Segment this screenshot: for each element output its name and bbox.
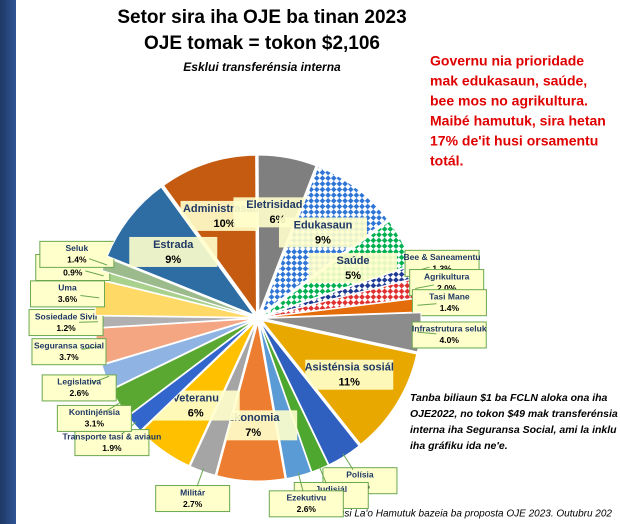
label-box <box>278 217 367 248</box>
slice-label: Legislativa <box>57 377 101 387</box>
label-box <box>411 321 487 349</box>
callout: Governu nia prioridade mak edukasaun, saú… <box>430 53 606 169</box>
slice-label: Seluk <box>66 243 89 253</box>
value-label: 1.3% <box>432 264 452 274</box>
value-label: 0.9% <box>63 268 83 278</box>
slice-label: Sosiedade Sivil <box>35 311 97 321</box>
leader-line <box>85 270 104 277</box>
comment-line: OJE2022, no tokon $49 mak transferénsia <box>410 408 618 420</box>
leader-line <box>417 331 437 335</box>
value-label: 9% <box>165 254 181 266</box>
pie-slice <box>162 154 257 315</box>
slice-label: Transporte tasi & aviaun <box>63 431 162 441</box>
slice-label: Ekonomia <box>227 412 280 424</box>
label-box <box>31 338 107 366</box>
callout-line: 17% de'it husi orsamentu <box>430 133 598 149</box>
comment: Tanba biliaun $1 ba FCLN aloka ona iha OJ… <box>410 392 618 452</box>
slice-label: Tasi Mane <box>429 291 470 301</box>
slice-label: Estrada <box>153 239 194 251</box>
value-label: 2.6% <box>297 504 317 514</box>
slice-label: Veteranu <box>172 392 218 404</box>
value-label: 5% <box>345 270 361 282</box>
source: Gráfiku ne'e husi La'o Hamutuk bazeia ba… <box>277 509 613 520</box>
slice-label: Polísia <box>346 469 374 479</box>
chart-subtitle: OJE tomak = tokon $2,106 <box>144 33 380 54</box>
label-box <box>74 429 150 457</box>
chart-note: Esklui transferénsia interna <box>183 60 341 74</box>
slice-label: Agrikultura <box>424 271 470 281</box>
label-box <box>30 280 106 308</box>
value-label: 1.2% <box>56 323 76 333</box>
leader-line <box>88 258 108 266</box>
value-label: 4.0% <box>440 335 460 345</box>
leader-line <box>81 345 101 350</box>
value-label: 2.0% <box>437 283 457 293</box>
callout-line: mak edukasaun, saúde, <box>430 73 587 89</box>
slice-label: Asisténsia sosiál <box>305 362 394 374</box>
value-label: 11% <box>339 377 361 389</box>
slice-label: Saúde <box>337 255 370 267</box>
leader-line <box>415 284 435 289</box>
leader-line <box>297 472 304 492</box>
value-label: 3.7% <box>59 352 79 362</box>
slice-label: Judisiál <box>315 484 347 494</box>
label-box <box>411 289 487 317</box>
slice-label: Bee & Saneamentu <box>404 252 481 262</box>
value-label: 1.9% <box>102 443 122 453</box>
value-label: 7% <box>245 427 261 439</box>
chart-title: Setor sira iha OJE ba tinan 2023 <box>117 7 406 28</box>
label-box <box>56 404 132 432</box>
slice-label: Ezekutivu <box>286 493 326 503</box>
callout-line: bee mos no agrikultura. <box>430 93 588 109</box>
value-label: 10% <box>214 218 236 230</box>
value-label: 2.7% <box>183 499 203 509</box>
slice-label: Kontinjénsia <box>69 407 120 417</box>
slice-label: Edukasaun <box>294 219 353 231</box>
value-label: 2.6% <box>69 388 89 398</box>
slice-label: Infrastrutura seluk <box>412 324 487 334</box>
slice-label: Uma <box>58 283 77 293</box>
callout-line: Maibé hamutuk, sira hetan <box>430 113 606 129</box>
comment-line: iha gráfiku ida ne'e. <box>410 440 508 452</box>
callout-line: totál. <box>430 153 463 169</box>
label-box <box>41 374 117 402</box>
leader-line <box>80 295 100 299</box>
slice-label: Eletrisidade <box>246 199 308 211</box>
pie-slice <box>216 322 286 482</box>
value-label: 1.4% <box>67 255 87 265</box>
comment-line: interna iha Seguransa Social, ami la ink… <box>410 424 617 436</box>
label-box <box>28 309 104 337</box>
value-label: 3.1% <box>85 419 105 429</box>
label-box <box>155 485 231 513</box>
leader-line <box>91 375 110 384</box>
value-label: 6% <box>188 407 204 419</box>
leader-line <box>417 303 437 306</box>
label-box <box>129 236 218 267</box>
comment-line: Tanba biliaun $1 ba FCLN aloka ona iha <box>410 392 608 404</box>
value-label: 3.6% <box>58 294 78 304</box>
leader-line <box>342 453 354 470</box>
side-band <box>0 0 16 524</box>
slice-label: Seguransa social <box>34 340 104 350</box>
label-box <box>305 359 394 390</box>
callout-line: Governu nia prioridade <box>430 53 584 69</box>
label-box <box>268 490 344 518</box>
slice-label: Militár <box>180 487 206 497</box>
leader-line <box>196 468 205 487</box>
value-label: 1.4% <box>440 303 460 313</box>
value-label: 9% <box>315 234 331 246</box>
leader-line <box>318 465 327 484</box>
leader-line <box>105 401 122 413</box>
